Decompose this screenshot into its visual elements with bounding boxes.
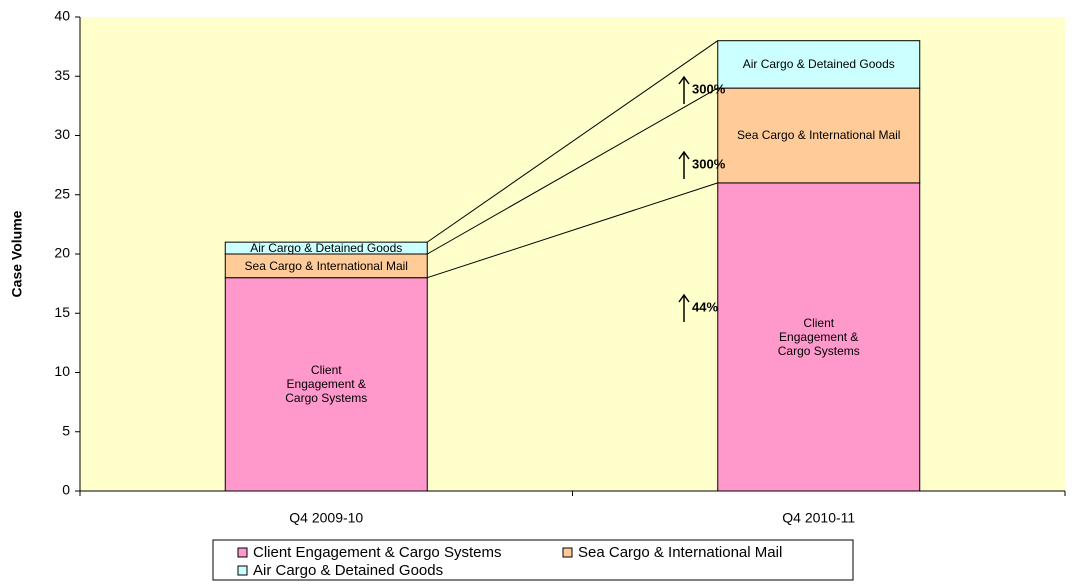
y-tick-label: 40 (54, 8, 70, 24)
legend-box (212, 539, 854, 581)
legend-label: Sea Cargo & International Mail (578, 544, 782, 561)
y-tick-label: 25 (54, 185, 70, 201)
y-tick-label: 35 (54, 67, 70, 83)
segment-label: Sea Cargo & International Mail (737, 128, 901, 143)
connector-line (427, 182, 718, 279)
connector-line (427, 87, 718, 255)
bar-segment (224, 241, 428, 255)
arrow-head (678, 293, 690, 303)
y-tick-label: 5 (62, 422, 70, 438)
y-tick-label: 0 (62, 482, 70, 498)
segment-label-box: Client Engagement & Cargo Systems (285, 363, 368, 406)
bar-segment (717, 182, 921, 492)
y-tick-label: 20 (54, 245, 70, 261)
x-tick-label: Q4 2010-11 (782, 510, 855, 526)
annotation: 44% (692, 299, 718, 314)
segment-label-box: Air Cargo & Detained Goods (250, 242, 403, 254)
segment-label: Sea Cargo & International Mail (244, 258, 408, 273)
bar-segment (717, 87, 921, 184)
legend-swatch (562, 547, 573, 558)
segment-label: Client Engagement & Cargo Systems (285, 363, 368, 406)
bar-segment (717, 40, 921, 89)
legend-swatch (237, 547, 248, 558)
legend-swatch (237, 565, 248, 576)
segment-label-box: Air Cargo & Detained Goods (742, 57, 895, 72)
connector-line (426, 40, 719, 243)
bar-segment (224, 277, 428, 492)
y-tick-label: 15 (54, 304, 70, 320)
annotation: 300% (692, 156, 726, 171)
y-tick-label: 30 (54, 126, 70, 142)
segment-label: Client Engagement & Cargo Systems (777, 315, 860, 358)
arrow-head (678, 150, 690, 160)
x-tick-label: Q4 2009-10 (289, 510, 363, 526)
segment-label: Air Cargo & Detained Goods (250, 242, 403, 254)
annotation: 300% (692, 81, 726, 96)
segment-label-box: Client Engagement & Cargo Systems (777, 315, 860, 358)
legend-label: Air Cargo & Detained Goods (253, 562, 443, 579)
y-axis-label: Case Volume (9, 210, 25, 297)
arrow-head (678, 75, 690, 85)
segment-label-box: Sea Cargo & International Mail (737, 128, 901, 143)
y-tick-label: 10 (54, 363, 70, 379)
legend-label: Client Engagement & Cargo Systems (253, 544, 501, 561)
segment-label: Air Cargo & Detained Goods (742, 57, 895, 72)
segment-label-box: Sea Cargo & International Mail (244, 258, 408, 273)
